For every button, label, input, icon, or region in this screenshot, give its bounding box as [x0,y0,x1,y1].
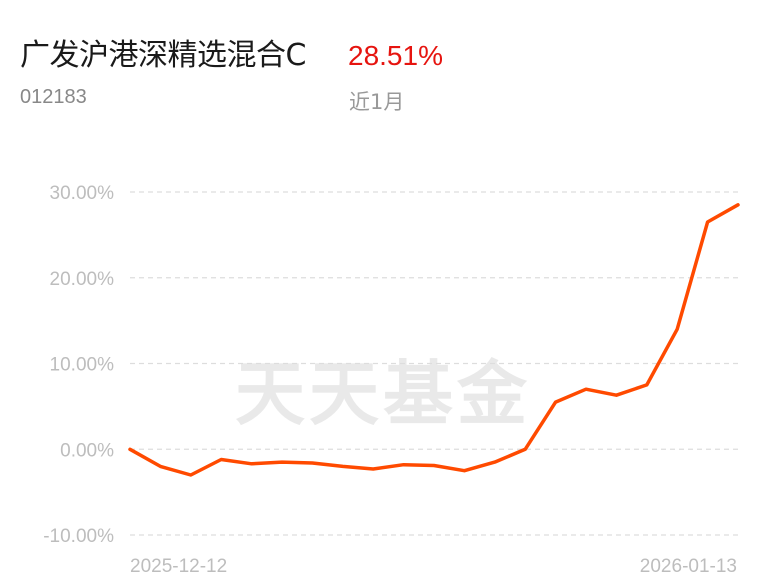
period-label: 近1月 [349,90,405,114]
x-tick-end: 2026-01-13 [640,556,737,577]
y-tick-label: -10.00% [43,526,114,547]
fund-name: 广发沪港深精选混合C [20,38,306,73]
y-tick-label: 30.00% [50,183,115,204]
grid-lines [130,191,738,536]
watermark: 天天基金 [235,352,531,435]
y-tick-label: 0.00% [60,440,114,461]
fund-code: 012183 [20,86,87,108]
series-line-layer [128,203,740,477]
y-tick-label: 10.00% [50,355,115,376]
return-percentage: 28.51% [348,40,443,71]
y-tick-label: 20.00% [50,269,115,290]
y-axis-ticks: 30.00% 20.00% 10.00% 0.00% -10.00% [43,183,114,547]
x-tick-start: 2025-12-12 [130,556,227,577]
series-line [128,203,740,477]
